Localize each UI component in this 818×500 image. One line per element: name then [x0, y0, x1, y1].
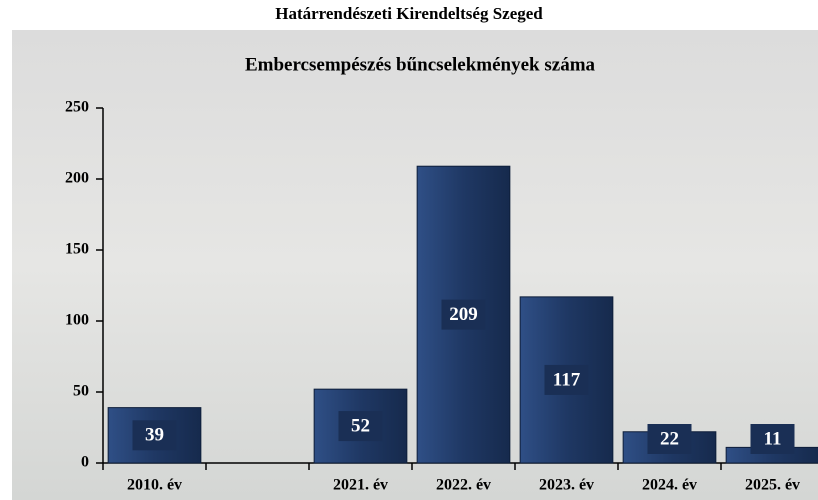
value-label: 39	[145, 425, 164, 446]
y-tick-label: 0	[81, 454, 89, 471]
y-tick-label: 200	[65, 170, 89, 187]
value-label: 117	[553, 369, 581, 390]
x-tick-label: 2022. év	[436, 477, 491, 494]
chart-title: Határrendészeti Kirendeltség Szeged	[275, 4, 543, 23]
value-label-box	[132, 420, 177, 451]
x-tick-label: 2024. év	[642, 477, 697, 494]
y-tick-label: 50	[73, 383, 89, 400]
value-label: 209	[449, 304, 478, 325]
x-tick-label: 2010. év	[127, 477, 182, 494]
value-label: 52	[351, 415, 370, 436]
value-label: 22	[660, 428, 679, 449]
value-label-box	[647, 424, 692, 454]
value-label-box	[750, 424, 795, 454]
x-tick-label: 2025. év	[745, 477, 800, 494]
chart-subtitle: Embercsempészés bűncselekmények száma	[245, 54, 596, 75]
x-tick-label: 2023. év	[539, 477, 594, 494]
y-tick-label: 150	[65, 241, 89, 258]
value-label-box	[441, 299, 486, 330]
value-label-box	[338, 411, 383, 442]
y-tick-label: 250	[65, 99, 89, 116]
value-label-box	[544, 364, 589, 395]
value-label: 11	[764, 428, 782, 449]
y-tick-label: 100	[65, 312, 89, 329]
x-tick-label: 2021. év	[333, 477, 388, 494]
